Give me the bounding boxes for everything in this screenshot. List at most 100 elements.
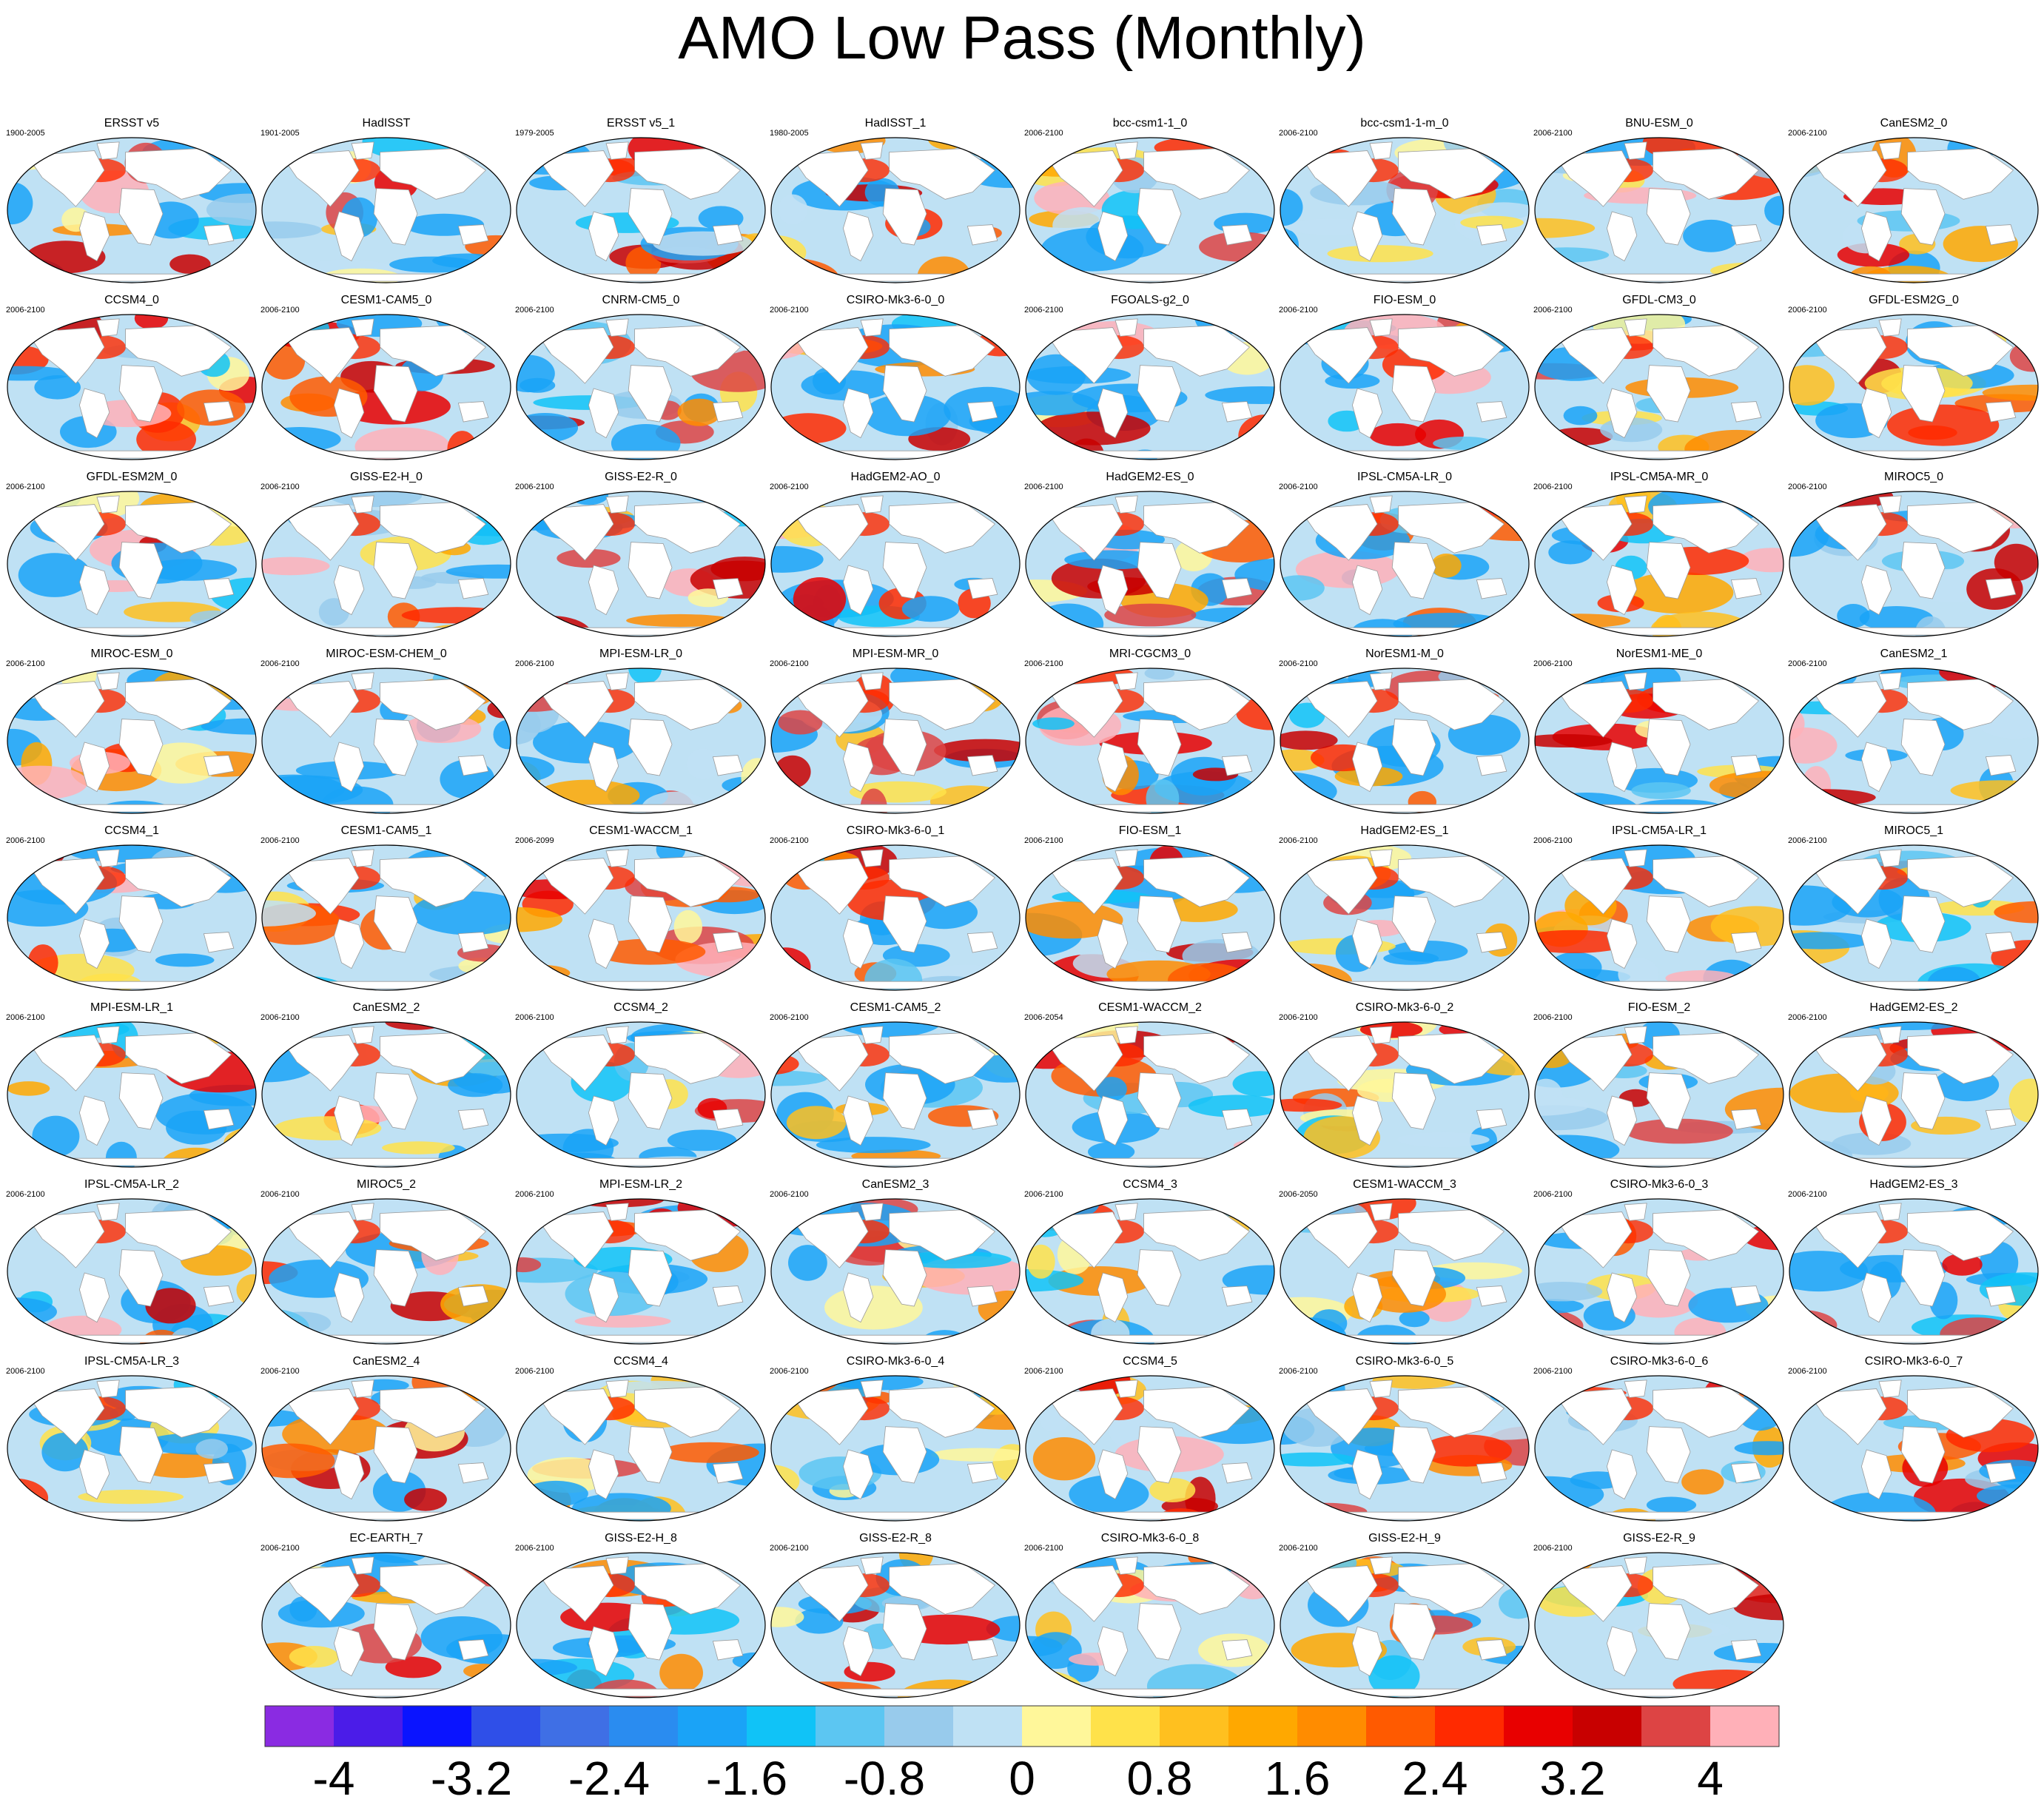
colorbar-swatch (1160, 1706, 1229, 1747)
continent (1351, 1626, 1383, 1677)
continent (1826, 627, 2001, 636)
continent (333, 388, 365, 439)
map-panel: MIROC-ESM-CHEM_0 2006-2100 (260, 648, 512, 818)
panel-title: CNRM-CM5_0 (602, 294, 680, 306)
map-panel: CanESM2_4 2006-2100 (260, 1355, 512, 1525)
anomaly-blob (1548, 540, 1593, 565)
continent (1606, 1095, 1638, 1146)
continent (889, 502, 996, 554)
continent (1900, 1426, 1946, 1484)
continent (333, 211, 365, 262)
continent (1398, 1209, 1505, 1261)
anomaly-blob (1503, 845, 1529, 860)
panel-period: 1900-2005 (6, 129, 45, 138)
anomaly-blob (898, 1251, 1012, 1268)
anomaly-blob (446, 564, 511, 579)
anomaly-blob (206, 193, 256, 226)
continent (1317, 1334, 1492, 1343)
continent (286, 681, 360, 738)
continent (96, 141, 120, 160)
continent (1653, 325, 1760, 377)
anomaly-blob (7, 182, 33, 225)
map-panel: MPI-ESM-MR_0 2006-2100 (770, 648, 1021, 818)
continent (712, 1462, 744, 1484)
map-outline (516, 668, 766, 814)
anomaly-blob (1383, 952, 1439, 965)
panel-period: 2006-2099 (515, 836, 554, 845)
panel-title: FGOALS-g2_0 (1111, 294, 1189, 306)
continent (118, 1072, 164, 1130)
continent (373, 1072, 418, 1130)
continent (373, 188, 418, 246)
continent (1985, 578, 2017, 599)
anomaly-blob (143, 742, 221, 784)
continent (1137, 1249, 1182, 1307)
map-panel: FIO-ESM_2 2006-2100 (1533, 1001, 1785, 1172)
continent (842, 1626, 874, 1677)
continent (1878, 495, 1902, 514)
map-svg (770, 1552, 1021, 1698)
continent (808, 450, 983, 459)
anomaly-blob (34, 375, 81, 400)
panel-title: NorESM1-M_0 (1365, 648, 1444, 660)
continent (860, 141, 884, 160)
anomaly-blob (788, 1245, 827, 1281)
anomaly-blob (771, 1070, 827, 1086)
panel-title: HadISST_1 (864, 117, 927, 130)
anomaly-blob (1026, 1498, 1043, 1515)
continent (712, 755, 744, 776)
map-svg (770, 1021, 1021, 1168)
continent (96, 495, 120, 514)
colorbar-swatch (265, 1706, 334, 1747)
continent (1351, 211, 1383, 262)
continent (457, 1109, 489, 1130)
anomaly-blob (490, 1024, 511, 1043)
panel-period: 2006-2100 (515, 1190, 554, 1199)
anomaly-blob (1026, 1147, 1053, 1167)
map-svg (770, 137, 1021, 283)
continent (605, 1556, 629, 1575)
continent (1391, 542, 1436, 599)
anomaly-blob (195, 1439, 229, 1459)
map-outline (1789, 137, 2039, 283)
map-svg (1280, 137, 1530, 283)
continent (540, 681, 614, 738)
continent (96, 672, 120, 690)
continent (299, 804, 474, 813)
map-outline (1280, 1552, 1530, 1698)
anomaly-blob (289, 1646, 339, 1668)
continent (1143, 1563, 1251, 1615)
map-outline (1025, 491, 1275, 637)
map-svg (770, 668, 1021, 814)
anomaly-blob (557, 548, 621, 568)
panel-period: 2006-2100 (515, 306, 554, 315)
continent (31, 1211, 105, 1268)
map-outline (1534, 668, 1784, 814)
map-svg (7, 668, 257, 814)
continent (889, 325, 996, 377)
panel-period: 2006-2100 (770, 1367, 809, 1376)
anomaly-blob (155, 953, 215, 967)
panel-title: ERSST v5_1 (606, 117, 676, 130)
continent (1730, 401, 1762, 423)
continent (1137, 188, 1182, 246)
continent (1476, 224, 1507, 246)
colorbar-swatch (609, 1706, 679, 1747)
continent (1391, 1603, 1436, 1661)
continent (1143, 502, 1251, 554)
anomaly-blob (145, 1288, 196, 1324)
continent (712, 578, 744, 599)
continent (1369, 141, 1393, 160)
continent (1398, 1386, 1505, 1438)
map-panel: IPSL-CM5A-LR_2 2006-2100 (6, 1178, 258, 1348)
panel-period: 2006-2100 (260, 836, 300, 845)
continent (628, 719, 673, 776)
anomaly-blob (1041, 228, 1144, 272)
continent (1317, 627, 1492, 636)
panel-title: MPI-ESM-LR_0 (599, 648, 683, 660)
anomaly-blob (901, 596, 960, 622)
map-outline (1534, 1375, 1784, 1522)
continent (351, 1203, 374, 1221)
continent (554, 627, 728, 636)
continent (1860, 1272, 1892, 1323)
